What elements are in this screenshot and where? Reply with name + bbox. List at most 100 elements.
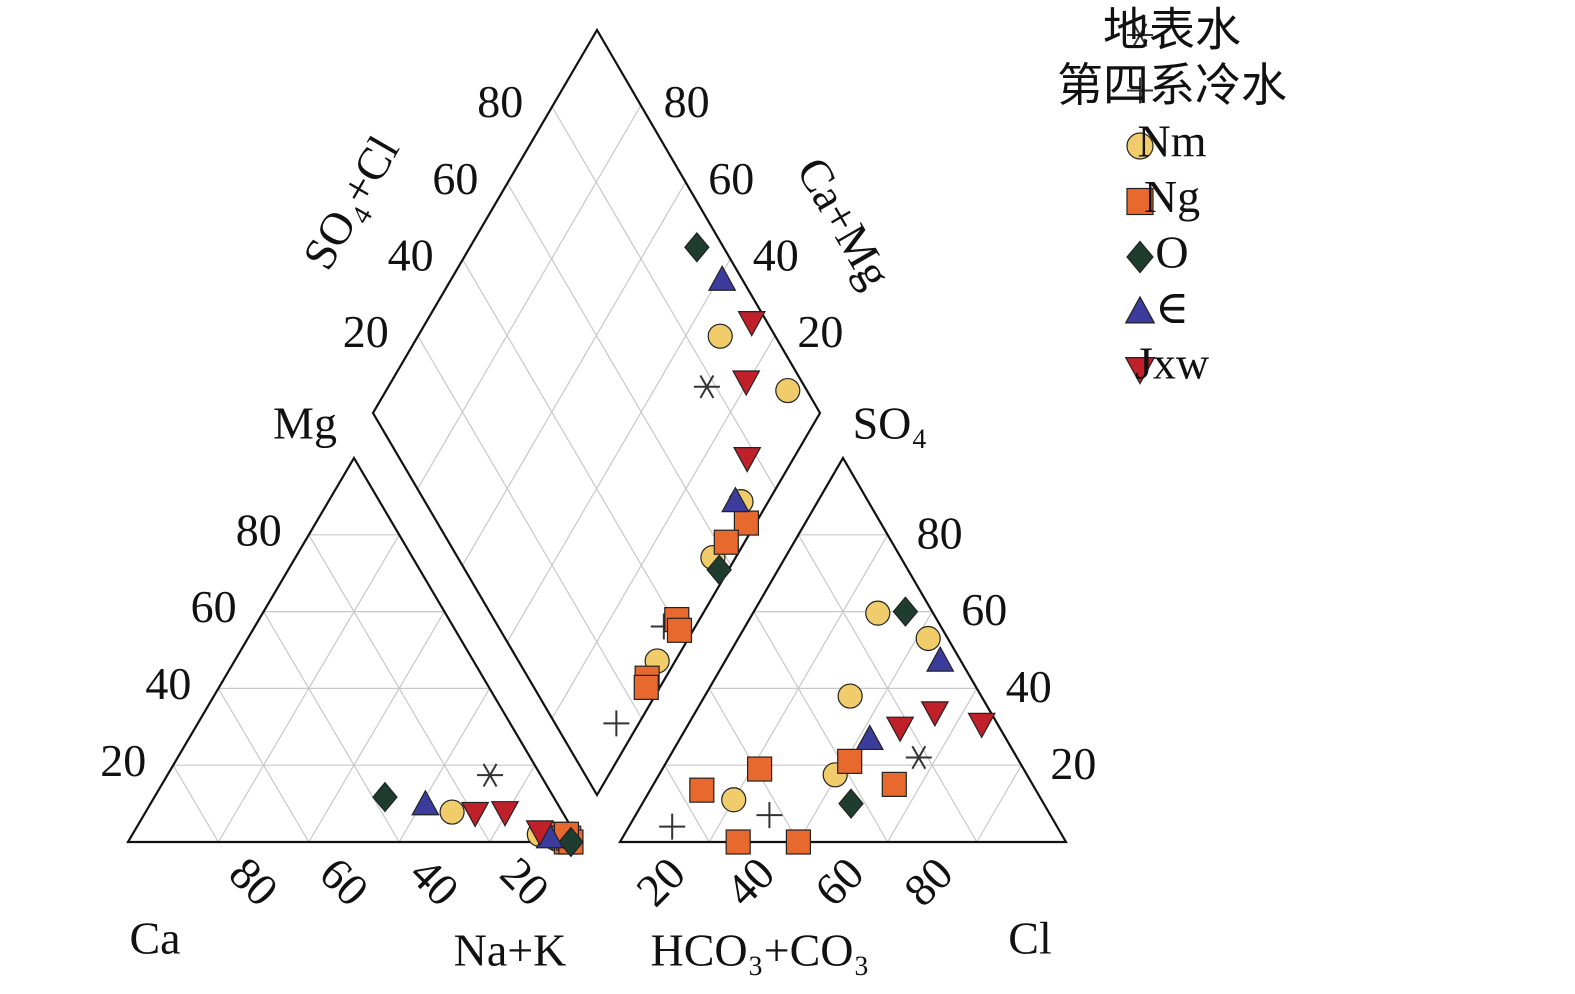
cation-point-part <box>411 789 440 816</box>
diamond-point-part <box>633 674 659 700</box>
tick-label: 40 <box>388 229 434 280</box>
diamond-point-part <box>707 323 733 349</box>
anion-point <box>967 712 996 739</box>
tick-label: 60 <box>961 584 1007 635</box>
grid-line <box>664 764 710 843</box>
grid-line <box>462 181 687 566</box>
tick-label: 80 <box>477 76 523 127</box>
anion-point <box>855 724 884 751</box>
anion-point-part <box>785 829 812 855</box>
grid-line <box>417 335 643 719</box>
tick-label: 80 <box>236 504 282 555</box>
cation-point <box>460 801 490 828</box>
diamond-point-part <box>684 231 710 263</box>
cation-point <box>558 826 584 858</box>
cation-point <box>439 799 465 825</box>
diamond-point-part <box>732 446 762 473</box>
axis-label: Ca <box>129 913 180 964</box>
legend-symbol-part <box>1126 132 1154 160</box>
tick-label: 80 <box>917 507 963 558</box>
legend-symbol <box>1127 23 1153 47</box>
cation-point <box>477 763 504 787</box>
cation-point-part <box>525 820 554 847</box>
anion-point <box>881 771 907 798</box>
diamond-point-part <box>737 311 766 337</box>
anion-point-part <box>721 787 747 813</box>
anion-point <box>756 802 783 829</box>
legend-symbol <box>1124 295 1156 324</box>
tick-label: 60 <box>708 153 754 204</box>
legend-symbol <box>1126 240 1154 274</box>
cation-point <box>525 820 554 847</box>
diamond-point <box>737 311 766 337</box>
grid-line <box>976 764 1022 843</box>
grid-line <box>506 181 732 566</box>
anion-point <box>837 683 863 709</box>
legend-symbol <box>1126 132 1154 160</box>
diamond-point <box>666 617 693 643</box>
tick-label: 20 <box>491 847 560 916</box>
diamond-point <box>713 529 739 555</box>
grid-line <box>172 764 219 843</box>
diamond-point <box>707 264 737 291</box>
grid-line <box>417 105 642 489</box>
axis-label: Na+K <box>454 925 567 976</box>
diamond-point <box>603 710 630 737</box>
legend-symbol-part <box>1124 295 1156 324</box>
grid-line <box>308 611 445 843</box>
diamond-point-part <box>699 374 715 399</box>
anion-point-part <box>838 788 864 819</box>
axis-label: Ca+Mg <box>787 149 902 297</box>
tick-label: 60 <box>432 153 478 204</box>
anion-point <box>838 788 864 819</box>
anion-point <box>837 748 863 774</box>
cation-point-part <box>460 801 490 828</box>
anion-point-part <box>911 745 927 770</box>
cation-point-part <box>372 781 398 813</box>
legend-symbol-part <box>1132 23 1148 47</box>
anion-point-part <box>725 829 751 855</box>
diamond-point <box>731 370 761 397</box>
anion-point-part <box>967 712 996 739</box>
tick-label: 20 <box>1050 738 1096 789</box>
diamond-point-part <box>775 377 801 404</box>
diamond-point-part <box>666 617 693 643</box>
axis-label: HCO₃+CO₃ <box>650 925 869 976</box>
legend-symbol-part <box>1126 187 1154 216</box>
anion-point-part <box>920 701 950 728</box>
anion-point <box>659 813 686 840</box>
anion-point-part <box>885 716 915 743</box>
grid-line <box>551 335 776 719</box>
axis-label: Cl <box>1008 913 1051 964</box>
anion-point <box>721 787 747 813</box>
axis-label: SO₄ <box>853 398 928 449</box>
cation-point <box>411 789 440 816</box>
legend-label: Ng <box>1144 171 1200 222</box>
grid-line <box>398 688 491 843</box>
anion-point-part <box>689 777 715 803</box>
diamond-point <box>721 486 750 513</box>
diamond-point-part <box>707 264 737 291</box>
diamond-point <box>693 374 720 399</box>
tick-label: 20 <box>797 306 843 357</box>
diamond-point <box>706 554 732 586</box>
anion-point <box>785 829 812 855</box>
anion-point-part <box>892 596 919 627</box>
diamond-point <box>732 446 762 473</box>
axis-label: Mg <box>273 398 337 449</box>
diamond-field <box>371 27 822 798</box>
legend-symbol <box>1124 357 1156 385</box>
anion-point-part <box>837 748 863 774</box>
anion-point-part <box>881 771 907 798</box>
diamond-point-part <box>721 486 750 513</box>
diamond-point-part <box>713 529 739 555</box>
anion-point <box>689 777 715 803</box>
cation-triangle <box>126 455 582 844</box>
anion-point <box>892 596 919 627</box>
anion-point-part <box>746 756 773 782</box>
diamond-point <box>775 377 801 404</box>
cation-point <box>490 801 520 827</box>
legend-symbol-part <box>1124 357 1156 385</box>
tick-label: 20 <box>100 735 146 786</box>
diamond-point <box>707 323 733 349</box>
